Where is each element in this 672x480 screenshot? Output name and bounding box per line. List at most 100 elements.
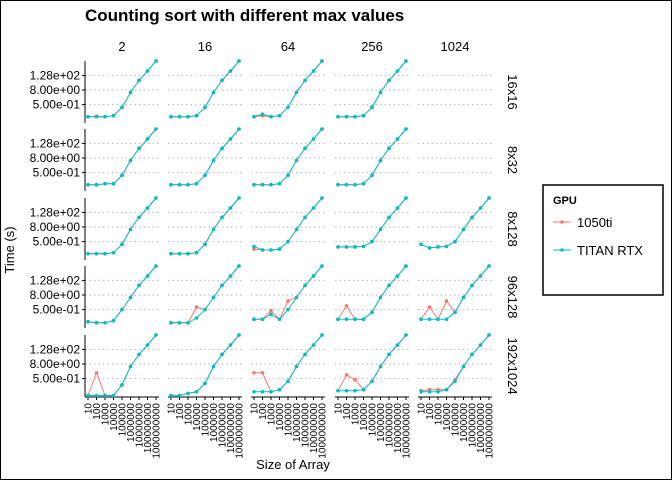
data-point [228,137,233,141]
data-point [387,146,391,151]
data-point [404,264,408,268]
facet-panel [418,264,492,322]
data-point [294,227,299,232]
x-tick-label: 100 [342,403,353,420]
data-point [111,318,116,323]
y-tick-label: 1.28e+02 [30,342,81,356]
facet-grid: 2 16 64 256 1024 16x16 8x32 8x128 96x128 192x1024… [30,39,520,459]
data-point [294,158,299,163]
col-facet-label: 16 [198,39,212,54]
x-tick-label: 1000000000 [485,403,496,459]
data-point [194,316,199,320]
data-point [320,264,324,268]
facet-panel: 5.00e-018.00e+001.28e+02 [30,127,159,191]
data-point [194,181,199,186]
facet-panel [251,59,325,119]
data-point [370,379,374,384]
data-point [237,196,241,200]
data-point [478,274,483,278]
data-point [453,310,457,315]
data-point [220,352,224,357]
data-point [269,182,273,187]
data-point [103,181,107,186]
x-tick-label: 1000000 [126,403,137,442]
data-point [220,78,224,83]
data-point [252,390,256,394]
facet-panel [335,264,409,322]
data-point [169,393,173,398]
x-tick-label: 10000 [442,403,453,431]
data-point [237,127,241,131]
data-point [303,215,307,220]
y-tick-label: 1.28e+02 [30,68,81,82]
data-point [277,387,282,392]
data-point [169,251,173,256]
x-tick-label: 100000000 [309,403,320,453]
data-point [103,251,107,256]
data-point [461,295,466,300]
data-point [395,69,400,73]
data-point [260,182,265,187]
data-point [111,393,116,398]
data-point [336,182,340,187]
x-tick-label: 10000000 [468,403,479,448]
x-tick-label: 10 [84,403,95,415]
data-point [277,317,282,322]
data-point [427,246,432,250]
series-line [171,265,240,324]
data-point [311,343,316,347]
data-point [444,387,449,392]
data-point [211,295,216,300]
facet-panel [418,74,492,106]
data-point [252,371,256,375]
data-point [203,173,207,178]
data-point [303,352,307,357]
data-point [86,114,90,119]
data-point [169,182,173,187]
data-point [378,227,383,232]
series-line [254,334,323,393]
data-point [453,239,457,244]
data-point [86,182,90,187]
data-point [344,373,349,377]
data-point [487,196,491,200]
data-point [94,251,99,256]
data-point [252,244,256,249]
data-point [470,283,474,288]
data-point [203,307,207,312]
data-point [94,371,99,375]
data-point [353,317,357,322]
data-point [404,333,408,337]
data-point [436,245,440,249]
y-tick-label: 1.28e+02 [30,273,81,287]
data-point [286,307,290,312]
data-point [211,364,216,369]
data-point [137,352,141,357]
data-point [387,352,391,357]
data-point [311,206,316,210]
data-point [86,251,90,256]
data-point [436,390,440,394]
y-tick-label: 1.28e+02 [30,205,81,219]
data-point [286,239,290,244]
data-point [86,393,90,398]
data-point [194,305,199,309]
data-point [186,391,190,396]
data-point [269,308,273,313]
data-point [444,244,449,249]
facet-panel [418,196,492,250]
data-point [145,137,150,141]
data-point [344,388,349,393]
data-point [237,59,241,63]
facet-panel [251,264,325,322]
data-point [211,227,216,232]
data-point [427,305,432,309]
data-point [320,127,324,131]
data-point [303,283,307,288]
data-point [470,215,474,220]
data-point [370,173,374,178]
x-tick-label: 100000 [451,403,462,437]
data-point [128,158,133,163]
data-point [419,317,423,322]
data-point [353,388,357,393]
